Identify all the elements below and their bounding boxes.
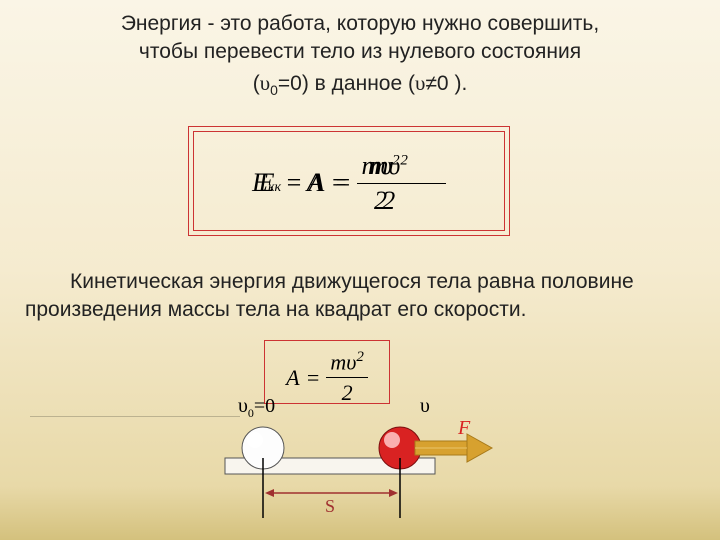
formula-extra-bar [406, 183, 446, 184]
velocity-label-v: υ [420, 395, 430, 418]
ball-start-gloss [247, 432, 263, 448]
intro-line-2: чтобы перевести тело из нулевого состоян… [0, 38, 720, 66]
motion-diagram: F S [190, 420, 500, 535]
fraction-A: mυ2 2 [326, 349, 368, 406]
distance-label: S [325, 496, 335, 516]
formula-work-box: A = mυ2 2 [264, 340, 390, 404]
formula-kinetic: Eк Eк = A A = = mυ2 2 mυ2 2 [252, 151, 446, 216]
intro-line-1: Энергия - это работа, которую нужно сове… [0, 10, 720, 38]
velocity-label-v0: υ0=0 [238, 395, 275, 421]
hr-rule [30, 416, 240, 417]
formula-kinetic-box-outer: Eк Eк = A A = = mυ2 2 mυ2 2 [188, 126, 510, 236]
definition-text: Кинетическая энергия движущегося тела ра… [25, 268, 695, 325]
force-label: F [457, 420, 471, 439]
intro-line-3: (υ0=0) в данное (υ≠0 ). [0, 69, 720, 100]
formula-work: A = mυ2 2 [277, 349, 377, 406]
intro-text: Энергия - это работа, которую нужно сове… [0, 0, 720, 100]
formula-kinetic-box-inner: Eк Eк = A A = = mυ2 2 mυ2 2 [193, 131, 505, 231]
ball-end-gloss [384, 432, 400, 448]
